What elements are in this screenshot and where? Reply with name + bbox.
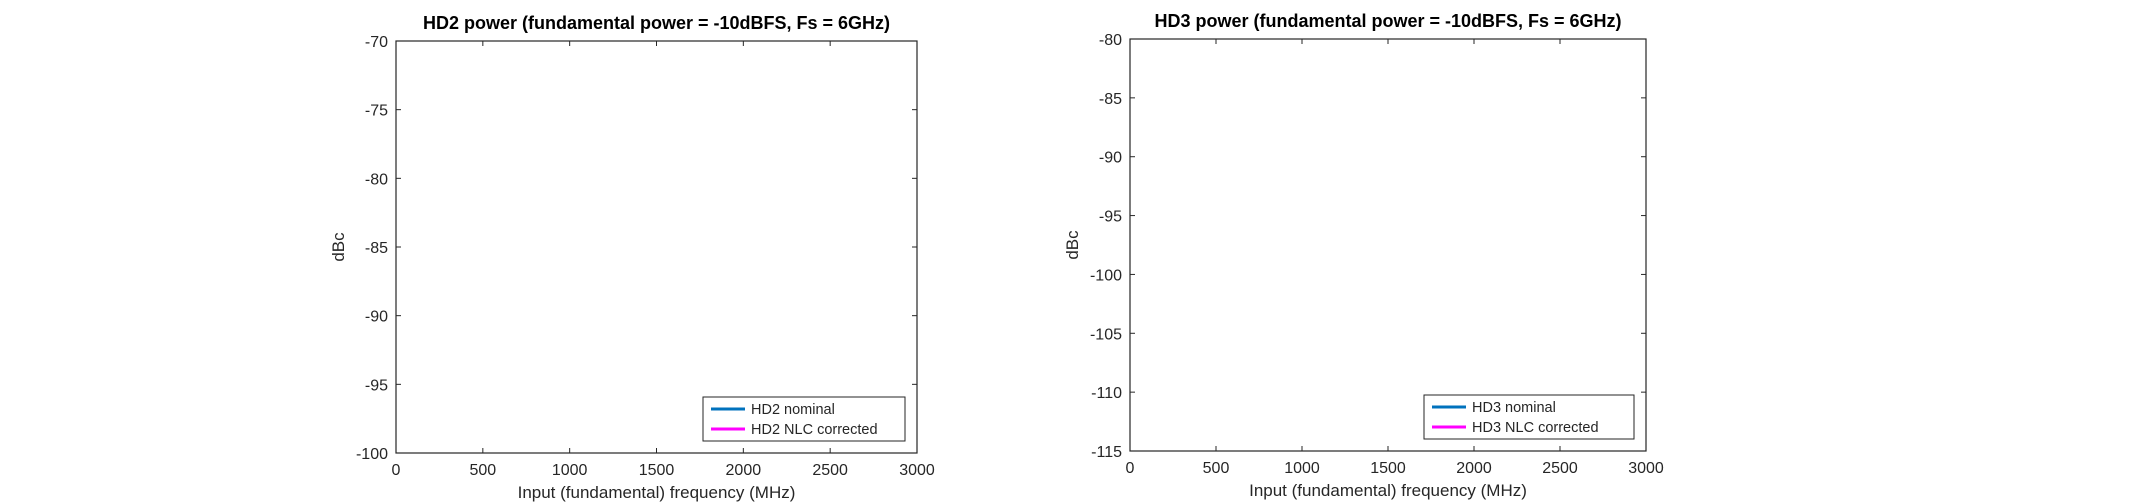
x-tick-label: 1000: [552, 462, 588, 479]
y-tick-label: -75: [365, 103, 388, 120]
x-tick-label: 0: [1126, 460, 1135, 477]
x-tick-label: 2000: [1456, 460, 1492, 477]
y-tick-label: -85: [1099, 91, 1122, 108]
y-tick-label: -80: [1099, 32, 1122, 49]
x-tick-label: 500: [469, 462, 496, 479]
legend-entry: HD2 nominal: [751, 402, 835, 418]
y-tick-label: -105: [1090, 326, 1122, 343]
legend-entry: HD3 NLC corrected: [1472, 420, 1599, 436]
legend: HD2 nominal HD2 NLC corrected: [702, 396, 906, 442]
legend-box: [1423, 394, 1635, 440]
x-axis-label: Input (fundamental) frequency (MHz): [1249, 481, 1527, 500]
y-tick-label: -95: [1099, 209, 1122, 226]
axes-box: [395, 40, 918, 454]
chart-title: HD3 power (fundamental power = -10dBFS, …: [1154, 11, 1621, 31]
y-tick-label: -115: [1091, 444, 1122, 461]
y-axis-label: dBc: [329, 232, 348, 262]
legend-entry: HD3 nominal: [1472, 400, 1556, 416]
y-tick-label: -100: [1090, 267, 1122, 284]
axes-box: [1129, 38, 1647, 452]
x-axis-label: Input (fundamental) frequency (MHz): [518, 483, 796, 502]
x-tick-label: 2500: [1542, 460, 1578, 477]
y-tick-label: -85: [365, 240, 388, 257]
x-tick-label: 500: [1203, 460, 1230, 477]
y-tick-label: -70: [365, 34, 388, 51]
chart-title: HD2 power (fundamental power = -10dBFS, …: [423, 13, 890, 33]
x-tick-label: 1000: [1284, 460, 1320, 477]
y-axis-label: dBc: [1063, 230, 1082, 260]
x-tick-label: 1500: [1370, 460, 1406, 477]
chart-1: 0 500 1000 1500 2000 2500 3000 -100 -95 -90 -85 -80…: [329, 13, 935, 502]
legend: HD3 nominal HD3 NLC corrected: [1423, 394, 1635, 440]
y-tick-label: -95: [365, 377, 388, 394]
legend-box: [702, 396, 906, 442]
legend-entry: HD2 NLC corrected: [751, 422, 878, 438]
y-tick-label: -90: [365, 309, 388, 326]
x-tick-label: 2500: [812, 462, 848, 479]
x-tick-label: 0: [392, 462, 401, 479]
x-tick-label: 3000: [1628, 460, 1664, 477]
y-tick-label: -100: [356, 446, 388, 463]
x-tick-label: 2000: [726, 462, 762, 479]
x-tick-label: 1500: [639, 462, 675, 479]
y-tick-label: -90: [1099, 150, 1122, 167]
y-tick-label: -110: [1091, 385, 1122, 402]
y-tick-label: -80: [365, 171, 388, 188]
chart-2: 0 500 1000 1500 2000 2500 3000 -115 -110 -105 -100…: [1063, 11, 1664, 500]
x-tick-label: 3000: [899, 462, 935, 479]
